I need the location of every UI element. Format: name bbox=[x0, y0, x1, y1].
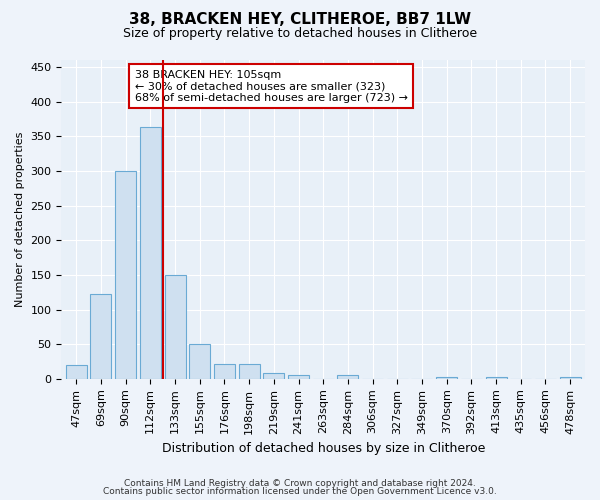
Bar bbox=[66, 365, 87, 379]
Bar bbox=[115, 171, 136, 379]
Text: Contains public sector information licensed under the Open Government Licence v3: Contains public sector information licen… bbox=[103, 487, 497, 496]
Bar bbox=[485, 376, 506, 379]
Y-axis label: Number of detached properties: Number of detached properties bbox=[15, 132, 25, 307]
Bar bbox=[164, 275, 185, 379]
Bar bbox=[436, 376, 457, 379]
Bar bbox=[288, 374, 309, 379]
Bar bbox=[140, 127, 161, 379]
Bar bbox=[337, 376, 358, 379]
Bar bbox=[214, 364, 235, 379]
Text: 38 BRACKEN HEY: 105sqm
← 30% of detached houses are smaller (323)
68% of semi-de: 38 BRACKEN HEY: 105sqm ← 30% of detached… bbox=[135, 70, 408, 103]
Text: 38, BRACKEN HEY, CLITHEROE, BB7 1LW: 38, BRACKEN HEY, CLITHEROE, BB7 1LW bbox=[129, 12, 471, 28]
Bar bbox=[560, 376, 581, 379]
Bar bbox=[189, 344, 210, 379]
Bar bbox=[91, 294, 112, 379]
Bar bbox=[239, 364, 260, 379]
Bar bbox=[263, 374, 284, 379]
Text: Contains HM Land Registry data © Crown copyright and database right 2024.: Contains HM Land Registry data © Crown c… bbox=[124, 478, 476, 488]
X-axis label: Distribution of detached houses by size in Clitheroe: Distribution of detached houses by size … bbox=[161, 442, 485, 455]
Text: Size of property relative to detached houses in Clitheroe: Size of property relative to detached ho… bbox=[123, 28, 477, 40]
